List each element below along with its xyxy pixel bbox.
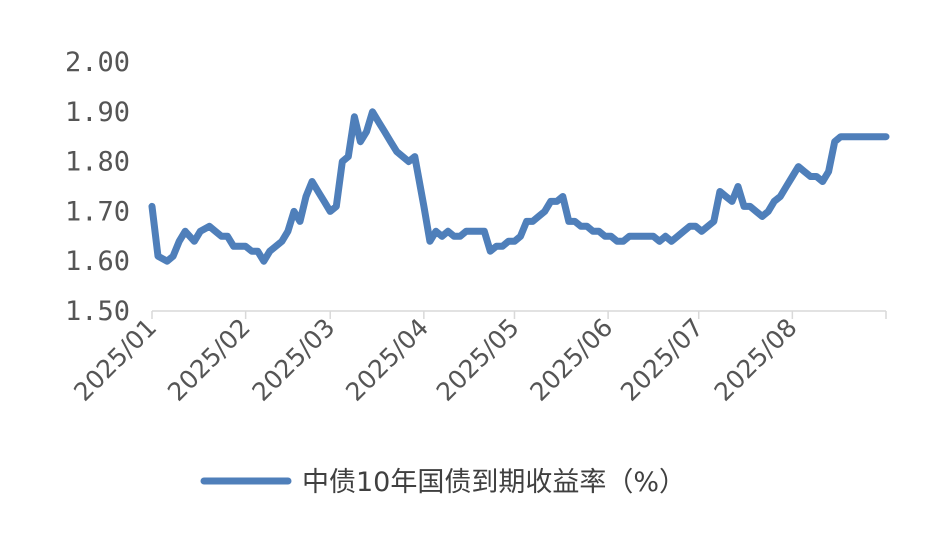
x-tick-label: 2025/04 [340, 313, 434, 407]
x-tick-label: 2025/02 [162, 313, 256, 407]
legend: 中债10年国债到期收益率（%） [200, 467, 686, 498]
y-tick-label: 1.50 [65, 296, 130, 327]
legend-label: 中债10年国债到期收益率（%） [302, 467, 686, 498]
y-tick-label: 1.60 [65, 246, 130, 277]
x-tick-label: 2025/05 [431, 313, 525, 407]
y-tick-label: 1.80 [65, 147, 130, 178]
series-line-10y-yield [148, 108, 890, 265]
x-tick-label: 2025/03 [247, 313, 341, 407]
y-tick-label: 1.90 [65, 97, 130, 128]
x-tick-label: 2025/07 [615, 313, 709, 407]
x-tick-label: 2025/06 [524, 313, 618, 407]
y-tick-label: 2.00 [65, 47, 130, 78]
x-tick-label: 2025/08 [709, 313, 803, 407]
y-tick-label: 1.70 [65, 196, 130, 227]
y-axis-tick-labels: 1.50 1.60 1.70 1.80 1.90 2.00 [65, 47, 130, 327]
